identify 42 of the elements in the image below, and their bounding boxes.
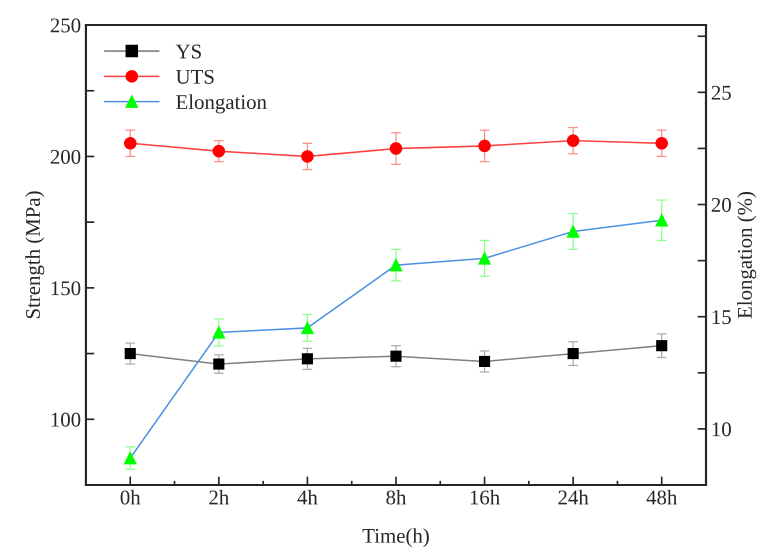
point bbox=[390, 142, 402, 155]
x-axis-title: Time(h) bbox=[362, 528, 429, 548]
point bbox=[479, 356, 490, 368]
point bbox=[302, 353, 313, 364]
x-tick-label: 2h bbox=[209, 490, 229, 504]
legend-label: YS bbox=[176, 44, 201, 59]
legend-label: UTS bbox=[176, 70, 214, 84]
point bbox=[390, 258, 402, 272]
point bbox=[655, 137, 668, 150]
y2-tick-label: 10 bbox=[712, 422, 731, 436]
point bbox=[568, 348, 579, 360]
x-tick-label: 24h bbox=[558, 490, 588, 504]
y2-tick-label: 15 bbox=[712, 310, 731, 324]
point bbox=[566, 134, 580, 147]
point bbox=[390, 350, 402, 362]
y2-axis-title: Elongation (%) bbox=[737, 192, 756, 318]
y-tick-label: 200 bbox=[50, 150, 80, 164]
y-axis-title: Strength (MPa) bbox=[25, 191, 44, 318]
point bbox=[124, 348, 136, 360]
point bbox=[212, 326, 226, 339]
point bbox=[655, 214, 668, 226]
point bbox=[124, 452, 137, 464]
y2-tick-label: 20 bbox=[712, 198, 731, 212]
x-tick-label: 0h bbox=[120, 490, 140, 505]
x-tick-label: 48h bbox=[646, 490, 678, 505]
point bbox=[301, 322, 314, 334]
y-tick-label: 100 bbox=[52, 412, 80, 427]
point bbox=[656, 340, 668, 352]
x-tick-label: 8h bbox=[386, 490, 406, 505]
point bbox=[566, 225, 580, 238]
point bbox=[213, 358, 224, 370]
x-tick-label: 4h bbox=[297, 490, 318, 504]
point bbox=[212, 144, 226, 158]
point bbox=[124, 137, 137, 150]
point bbox=[478, 252, 491, 265]
y2-tick-label: 25 bbox=[712, 86, 731, 100]
y-tick-label: 250 bbox=[50, 18, 80, 32]
y-tick-label: 150 bbox=[52, 281, 80, 296]
point bbox=[301, 150, 314, 163]
x-tick-label: 16h bbox=[470, 490, 500, 505]
point bbox=[478, 140, 491, 152]
legend-label: Elongation bbox=[176, 94, 267, 114]
